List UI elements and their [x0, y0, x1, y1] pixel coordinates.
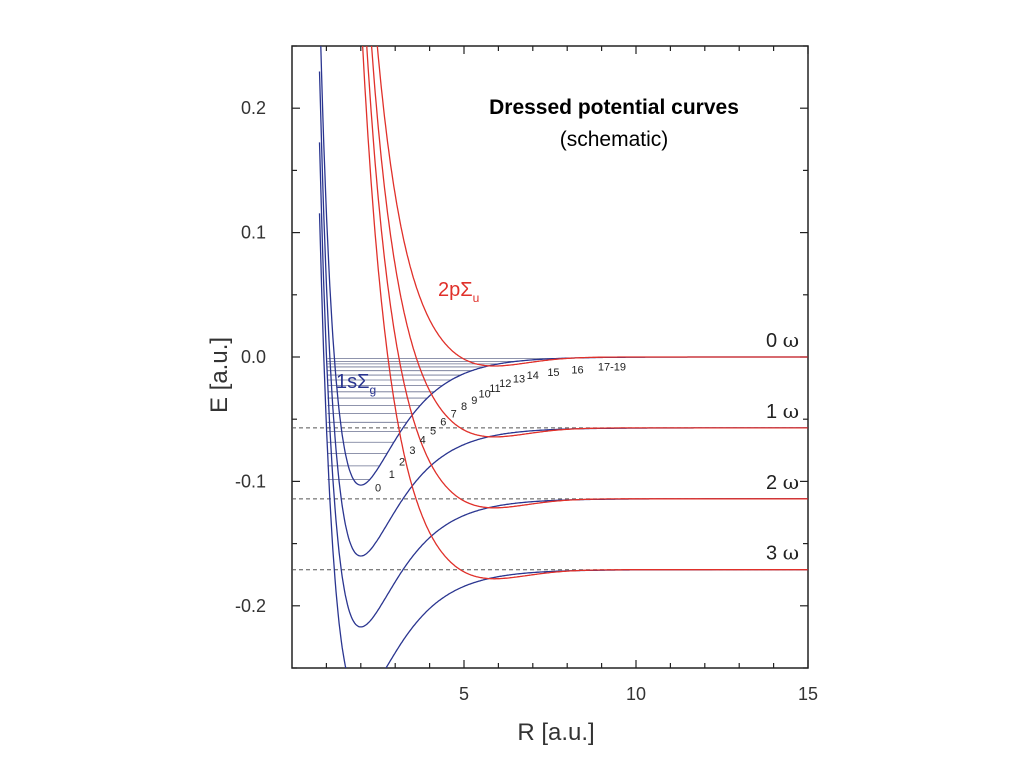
vibrational-level-label: 6	[440, 417, 446, 429]
potential-curve	[361, 46, 808, 580]
vibrational-level-label: 12	[499, 378, 511, 390]
vibrational-level-label: 14	[527, 370, 539, 382]
potential-curve	[376, 46, 808, 367]
potential-curve	[320, 46, 808, 486]
x-tick-label: 5	[459, 684, 469, 704]
potential-curves	[318, 46, 808, 668]
photon-level-label: 3 ω	[766, 541, 799, 565]
photon-level-label: 1 ω	[766, 399, 799, 423]
vibrational-level-label: 17-19	[598, 361, 626, 373]
y-tick-label: -0.2	[235, 596, 266, 616]
vibrational-level-label: 1	[389, 469, 395, 481]
vibrational-level-label: 2	[399, 456, 405, 468]
vibrational-level-label: 11	[489, 383, 500, 395]
vibrational-level-label: 4	[420, 435, 426, 447]
state-label: 1sΣg	[336, 371, 376, 397]
vibrational-level-label: 10	[479, 389, 491, 401]
vibrational-level-label: 9	[471, 395, 477, 407]
chart-title: Dressed potential curves	[489, 96, 739, 119]
vibrational-level-label: 7	[451, 409, 457, 421]
potential-curve	[370, 46, 808, 438]
vibrational-level-label: 3	[409, 445, 415, 457]
chart-subtitle: (schematic)	[560, 128, 669, 151]
y-tick-label: -0.1	[235, 471, 266, 491]
potential-curve	[318, 213, 808, 668]
potential-curve	[318, 142, 808, 628]
photon-level-label: 0 ω	[766, 328, 799, 352]
x-tick-label: 10	[626, 684, 646, 704]
state-label: 2pΣu	[438, 279, 479, 305]
photon-level-label: 2 ω	[766, 470, 799, 494]
potential-curve	[366, 46, 808, 509]
y-axis-label: E [a.u.]	[206, 337, 233, 413]
vibrational-level-label: 15	[547, 367, 559, 379]
vibrational-level-label: 5	[430, 425, 436, 437]
y-tick-label: 0.0	[241, 347, 266, 367]
y-tick-label: 0.1	[241, 223, 266, 243]
vibrational-level-label: 0	[375, 483, 381, 495]
x-axis-label: R [a.u.]	[517, 719, 594, 746]
vibrational-level-label: 8	[461, 401, 467, 413]
x-tick-label: 15	[798, 684, 818, 704]
y-tick-label: 0.2	[241, 98, 266, 118]
vibrational-level-label: 13	[513, 374, 525, 386]
vibrational-level-label: 16	[571, 364, 583, 376]
